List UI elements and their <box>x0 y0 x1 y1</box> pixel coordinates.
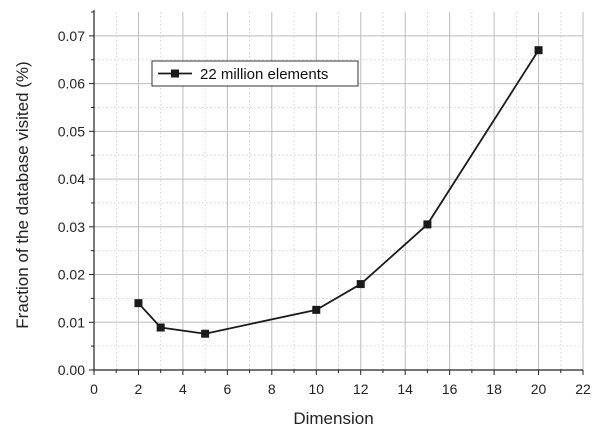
data-point-marker <box>201 329 210 338</box>
x-tick-label: 16 <box>442 381 458 397</box>
y-tick-label: 0.04 <box>58 171 85 187</box>
data-point-marker <box>356 280 365 289</box>
x-tick-label: 18 <box>486 381 502 397</box>
x-tick-label: 4 <box>179 381 187 397</box>
y-tick-label: 0.01 <box>58 314 85 330</box>
data-point-marker <box>134 299 143 308</box>
series-layer <box>134 46 543 338</box>
data-point-marker <box>312 305 321 314</box>
x-tick-label: 20 <box>531 381 547 397</box>
legend: 22 million elements <box>151 60 359 87</box>
data-point-marker <box>156 323 165 332</box>
grid-lines <box>94 12 584 370</box>
y-tick-label: 0.06 <box>58 76 85 92</box>
y-tick-label: 0.00 <box>58 362 85 378</box>
x-tick-label: 12 <box>353 381 369 397</box>
y-tick-label: 0.03 <box>58 219 85 235</box>
data-point-marker <box>423 220 432 229</box>
legend-marker-swatch <box>171 69 179 78</box>
data-point-marker <box>534 46 543 55</box>
x-tick-label: 10 <box>308 381 324 397</box>
y-tick-label: 0.05 <box>58 123 85 139</box>
y-axis-label: Fraction of the database visited (%) <box>13 61 32 328</box>
x-tick-label: 0 <box>90 381 98 397</box>
x-axis-label: Dimension <box>293 409 373 428</box>
x-tick-label: 8 <box>268 381 276 397</box>
y-tick-label: 0.07 <box>58 28 85 44</box>
legend-label: 22 million elements <box>200 66 328 83</box>
x-tick-label: 6 <box>223 381 231 397</box>
y-tick-label: 0.02 <box>58 267 85 283</box>
axis-ticks: 0 2 4 6 8 10 12 14 16 18 20 22 0.00 0.01 0.02 0.03 0.04 0… <box>58 11 591 397</box>
x-tick-label: 2 <box>135 381 143 397</box>
x-tick-label: 22 <box>575 381 591 397</box>
x-tick-label: 14 <box>397 381 413 397</box>
